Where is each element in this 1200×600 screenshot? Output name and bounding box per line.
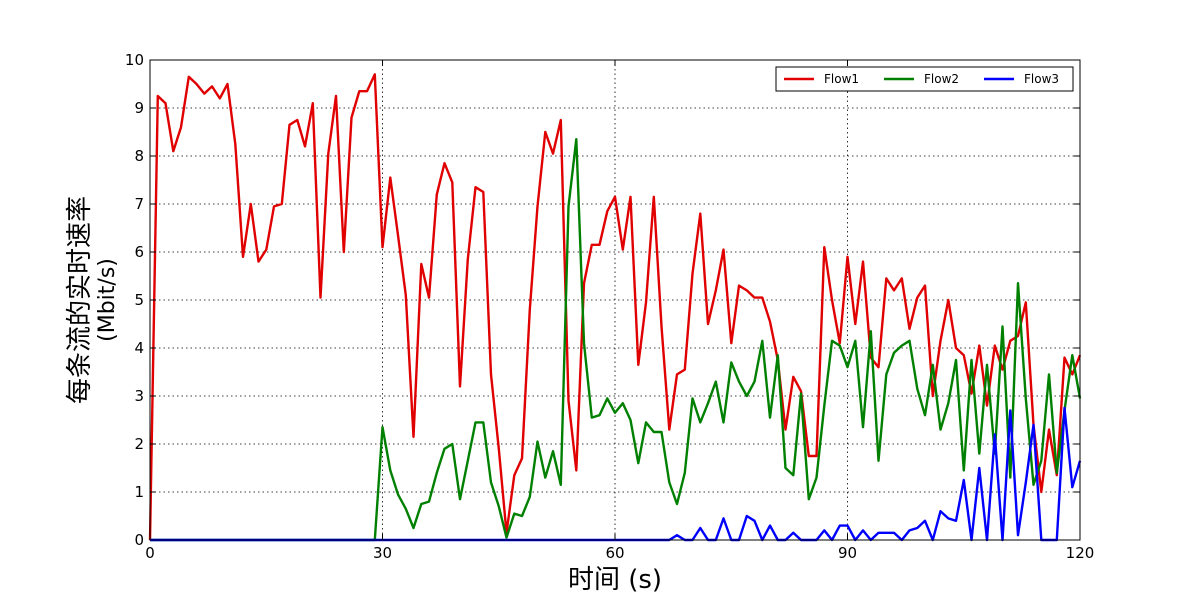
y-tick-label: 10 — [125, 51, 144, 69]
y-tick-label: 1 — [134, 483, 144, 501]
y-tick-label: 9 — [134, 99, 144, 117]
legend-label-flow1: Flow1 — [824, 72, 859, 86]
y-axis-title-line-1: 每条流的实时速率 — [65, 196, 95, 404]
series-line-flow2 — [150, 137, 1082, 542]
x-tick-label: 120 — [1066, 544, 1095, 562]
x-tick-label: 0 — [145, 544, 155, 562]
x-tick-label: 30 — [373, 544, 392, 562]
legend: Flow1 Flow2 Flow3 — [775, 66, 1074, 92]
series-line-flow1 — [148, 73, 1082, 541]
legend-label-flow2: Flow2 — [924, 72, 959, 86]
y-tick-label: 0 — [134, 531, 144, 549]
y-tick-label: 6 — [134, 243, 144, 261]
y-tick-label: 2 — [134, 435, 144, 453]
x-tick-label: 90 — [838, 544, 857, 562]
y-axis-title: 每条流的实时速率 (Mbit/s) — [65, 196, 120, 404]
legend-label-flow3: Flow3 — [1024, 72, 1059, 86]
y-tick-label: 3 — [134, 387, 144, 405]
y-tick-label: 4 — [134, 339, 144, 357]
legend-box — [775, 66, 1074, 92]
y-tick-label: 7 — [134, 195, 144, 213]
y-axis-title-line-2: (Mbit/s) — [95, 258, 120, 342]
x-axis-title: 时间 (s) — [568, 565, 662, 595]
axis-ticks: 0 30 60 90 120 0 1 2 3 4 5 6 7 8 9 10 — [125, 51, 1094, 562]
y-tick-label: 8 — [134, 147, 144, 165]
y-tick-label: 5 — [134, 291, 144, 309]
x-tick-label: 60 — [605, 544, 624, 562]
